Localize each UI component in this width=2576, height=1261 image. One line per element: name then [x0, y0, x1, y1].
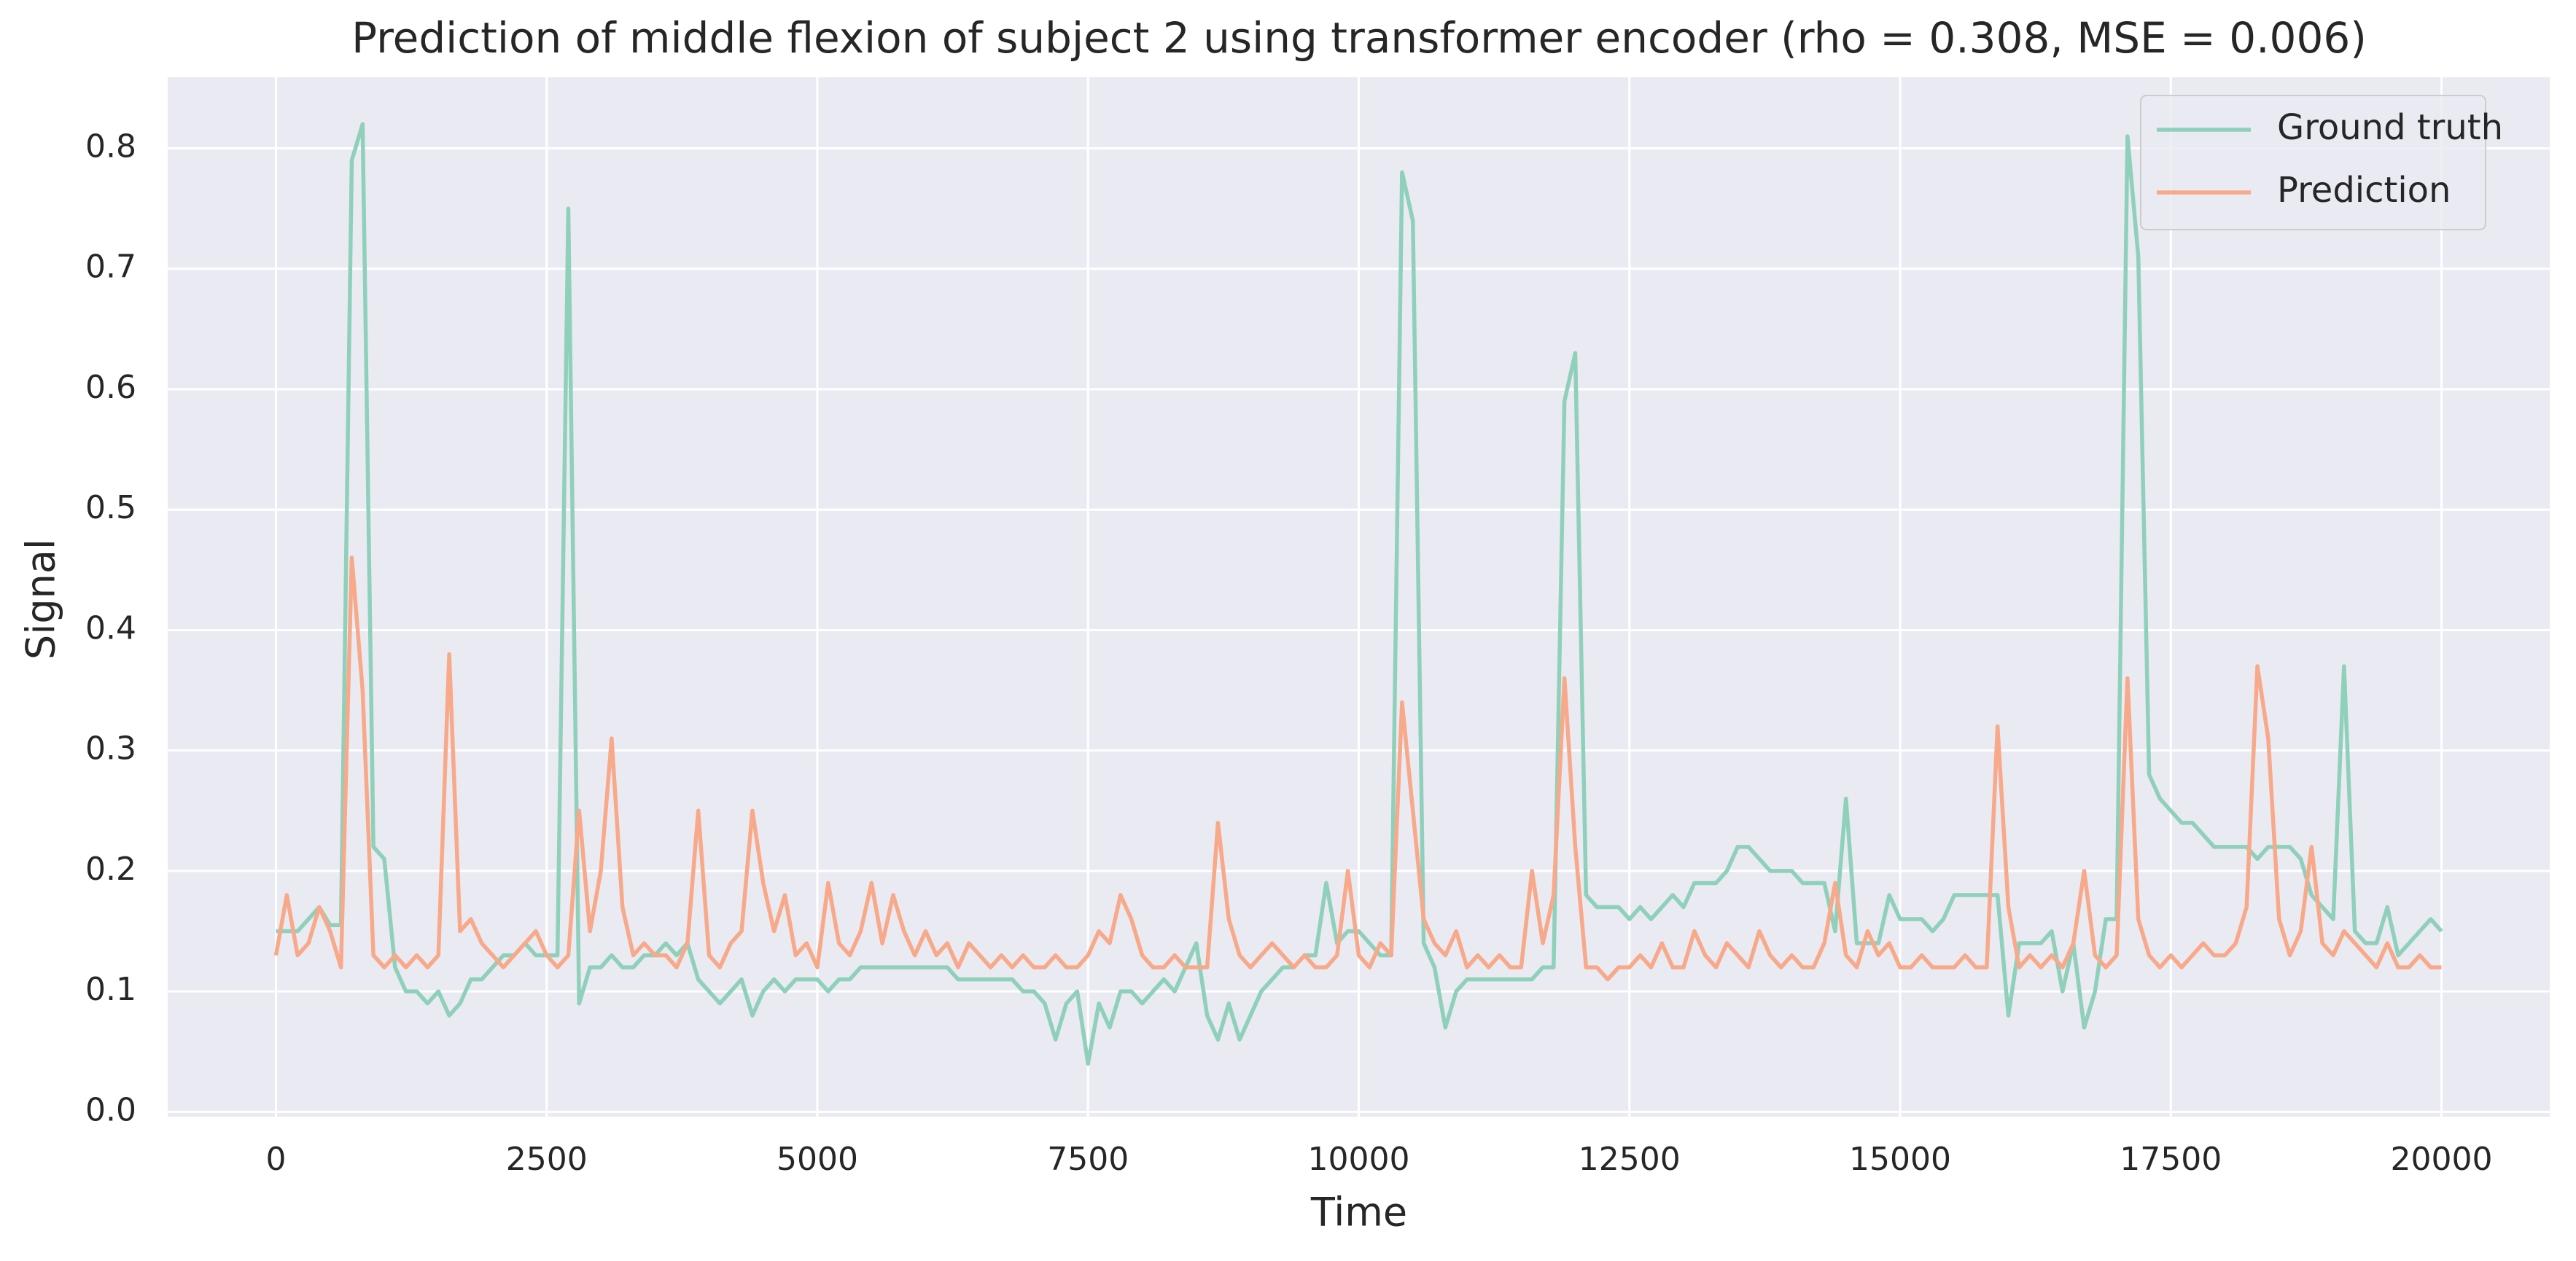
series-lines — [273, 122, 2443, 1066]
y-tick-label: 0.0 — [85, 1091, 136, 1128]
y-tick-label: 0.6 — [85, 369, 136, 406]
x-tick-label: 5000 — [777, 1141, 858, 1178]
legend: Ground truth Prediction — [2140, 95, 2503, 230]
x-tick-label: 15000 — [1849, 1141, 1951, 1178]
ticks: 0 2500 5000 7500 10000 12500 15000 17500 20000 0.… — [85, 128, 2492, 1178]
x-tick-label: 10000 — [1308, 1141, 1410, 1178]
y-tick-label: 0.7 — [85, 249, 136, 286]
y-tick-label: 0.1 — [85, 971, 136, 1008]
x-tick-label: 7500 — [1047, 1141, 1129, 1178]
legend-label: Ground truth — [2277, 107, 2503, 148]
y-axis-label: Signal — [18, 539, 64, 660]
chart-title: Prediction of middle flexion of subject … — [351, 13, 2367, 63]
y-tick-label: 0.3 — [85, 730, 136, 768]
x-axis-label: Time — [1310, 1190, 1407, 1235]
x-tick-label: 2500 — [506, 1141, 588, 1178]
x-tick-label: 20000 — [2391, 1141, 2493, 1178]
series-line — [276, 122, 2443, 1066]
series-line — [273, 555, 2442, 982]
y-tick-label: 0.2 — [85, 851, 136, 888]
y-tick-label: 0.4 — [85, 609, 136, 647]
x-tick-label: 12500 — [1579, 1141, 1681, 1178]
legend-label: Prediction — [2277, 170, 2451, 211]
x-tick-label: 0 — [266, 1141, 287, 1178]
y-tick-label: 0.8 — [85, 128, 136, 165]
x-tick-label: 17500 — [2120, 1141, 2222, 1178]
grid — [168, 77, 2550, 1117]
y-tick-label: 0.5 — [85, 489, 136, 526]
